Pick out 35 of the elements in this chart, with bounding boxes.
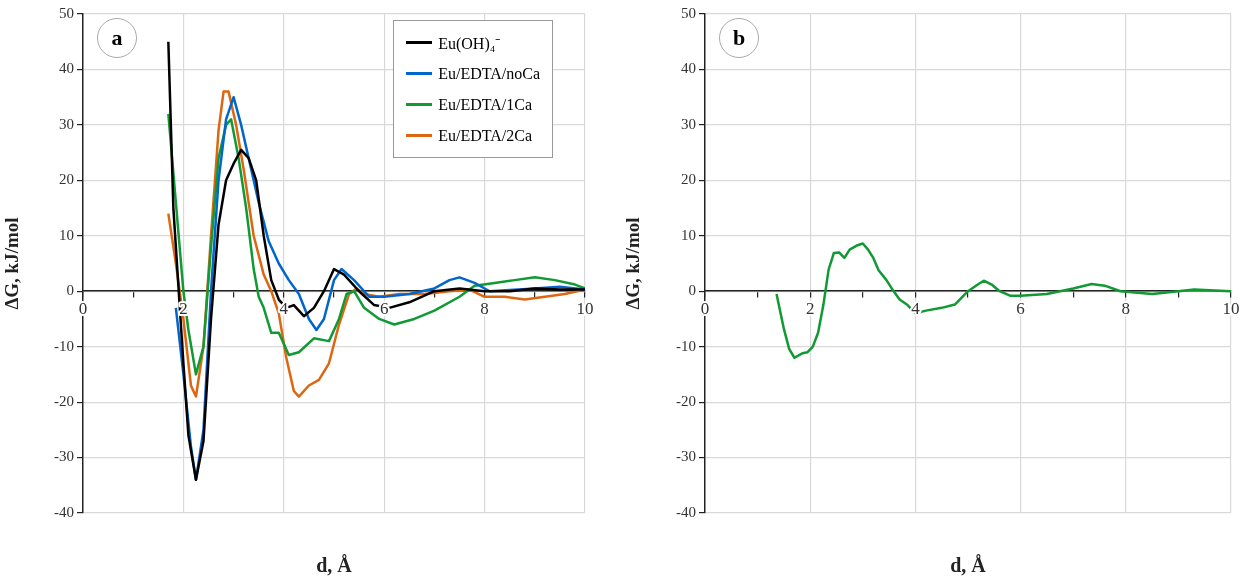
y-tick-label: 0	[688, 282, 696, 299]
y-tick-label: 30	[681, 115, 696, 132]
x-tick-label: 10	[1222, 299, 1240, 319]
legend-label: Eu/EDTA/1Ca	[438, 95, 532, 114]
y-tick-label: 20	[59, 171, 74, 188]
y-tick-label: 20	[681, 171, 696, 188]
x-tick-label: 8	[1121, 299, 1131, 319]
legend-label: Eu/EDTA/2Ca	[438, 126, 532, 145]
x-tick-label: 6	[1016, 299, 1025, 319]
y-tick-label: -10	[54, 337, 74, 354]
y-tick-label: 40	[59, 60, 74, 77]
x-tick-label: 2	[179, 299, 188, 319]
y-tick-label: 10	[59, 226, 74, 243]
y-axis-title: ΔG, kJ/mol	[622, 217, 644, 310]
legend-label: Eu/EDTA/noCa	[438, 64, 540, 83]
y-tick-label: -30	[676, 448, 696, 465]
y-tick-label: -10	[676, 337, 696, 354]
x-tick-label: 2	[805, 299, 815, 319]
y-tick-label: 50	[59, 4, 74, 21]
y-tick-label: -20	[676, 393, 696, 410]
y-tick-label: 50	[681, 4, 696, 21]
y-tick-label: -40	[676, 503, 696, 520]
y-tick-label: -30	[54, 448, 74, 465]
y-tick-label: 40	[681, 60, 696, 77]
x-tick-label: 10	[576, 299, 594, 319]
y-tick-label: -20	[54, 393, 74, 410]
legend-label: Eu(OH)₄⁻	[438, 33, 501, 54]
y-tick-label: 10	[681, 226, 696, 243]
y-tick-label: -40	[54, 503, 74, 520]
y-tick-label: 30	[59, 115, 74, 132]
y-axis-title: ΔG, kJ/mol	[1, 217, 23, 310]
x-axis-title: d, Å	[316, 554, 353, 576]
y-tick-label: 0	[66, 282, 74, 299]
x-tick-label: 8	[480, 299, 489, 319]
x-axis-title: d, Å	[950, 554, 987, 576]
